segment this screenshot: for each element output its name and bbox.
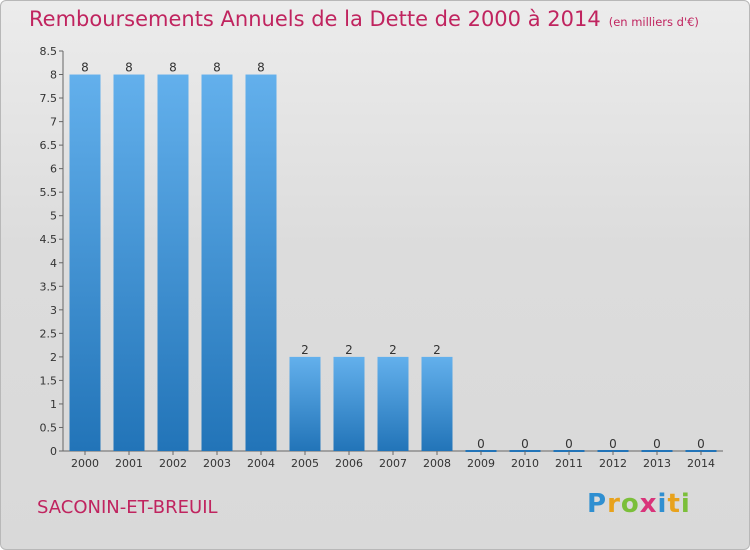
logo-letter: t	[667, 489, 681, 519]
chart-title: Remboursements Annuels de la Dette de 20…	[29, 7, 699, 31]
y-tick-label: 7	[50, 116, 57, 129]
y-tick-label: 1	[50, 398, 57, 411]
y-tick-label: 5	[50, 210, 57, 223]
x-tick-label: 2007	[379, 457, 407, 470]
bar-value-label: 2	[389, 343, 397, 357]
bar-value-label: 8	[81, 61, 89, 75]
bar	[289, 356, 321, 451]
logo-letter: i	[657, 489, 668, 519]
chart-title-text: Remboursements Annuels de la Dette de 20…	[29, 7, 601, 31]
bar-value-label: 2	[433, 343, 441, 357]
y-tick-label: 6.5	[40, 139, 58, 152]
y-tick-label: 3	[50, 304, 57, 317]
x-tick-label: 2002	[159, 457, 187, 470]
x-tick-label: 2013	[643, 457, 671, 470]
logo-letter: o	[620, 489, 640, 519]
y-tick-label: 3.5	[40, 280, 58, 293]
bar-value-label: 0	[609, 437, 617, 451]
y-tick-label: 4.5	[40, 233, 58, 246]
bar	[421, 356, 453, 451]
x-tick-label: 2012	[599, 457, 627, 470]
bar-value-label: 0	[697, 437, 705, 451]
bar-value-label: 8	[213, 61, 221, 75]
x-tick-label: 2008	[423, 457, 451, 470]
x-tick-label: 2011	[555, 457, 583, 470]
x-tick-label: 2001	[115, 457, 143, 470]
y-tick-label: 2	[50, 351, 57, 364]
bar	[113, 74, 145, 451]
bar	[201, 74, 233, 451]
x-tick-label: 2003	[203, 457, 231, 470]
x-tick-label: 2004	[247, 457, 275, 470]
y-tick-label: 8.5	[40, 45, 58, 58]
bar-value-label: 8	[125, 61, 133, 75]
y-tick-label: 7.5	[40, 92, 58, 105]
bar-value-label: 0	[477, 437, 485, 451]
bar-value-label: 2	[301, 343, 309, 357]
x-tick-label: 2014	[687, 457, 715, 470]
x-tick-label: 2009	[467, 457, 495, 470]
bar-value-label: 0	[653, 437, 661, 451]
x-tick-label: 2010	[511, 457, 539, 470]
bar	[377, 356, 409, 451]
y-tick-label: 0.5	[40, 421, 58, 434]
y-tick-label: 0	[50, 445, 57, 458]
y-tick-label: 8	[50, 69, 57, 82]
logo-letter: i	[680, 489, 691, 519]
logo-letter: P	[587, 489, 608, 519]
x-tick-label: 2006	[335, 457, 363, 470]
x-tick-label: 2005	[291, 457, 319, 470]
y-tick-label: 4	[50, 257, 57, 270]
bar-value-label: 2	[345, 343, 353, 357]
logo-letter: x	[639, 489, 658, 519]
y-tick-label: 2.5	[40, 327, 58, 340]
bar	[245, 74, 277, 451]
chart-unit-text: (en milliers d'€)	[608, 15, 699, 29]
bar-value-label: 0	[521, 437, 529, 451]
bar-value-label: 8	[169, 61, 177, 75]
y-tick-label: 5.5	[40, 186, 58, 199]
x-tick-label: 2000	[71, 457, 99, 470]
bar-value-label: 8	[257, 61, 265, 75]
y-tick-label: 6	[50, 163, 57, 176]
y-tick-label: 1.5	[40, 374, 58, 387]
bar	[157, 74, 189, 451]
bar-value-label: 0	[565, 437, 573, 451]
commune-name: SACONIN-ET-BREUIL	[37, 497, 218, 518]
logo-letter: r	[607, 489, 621, 519]
bar	[333, 356, 365, 451]
proxiti-logo: Proxiti	[587, 489, 691, 519]
bar	[69, 74, 101, 451]
